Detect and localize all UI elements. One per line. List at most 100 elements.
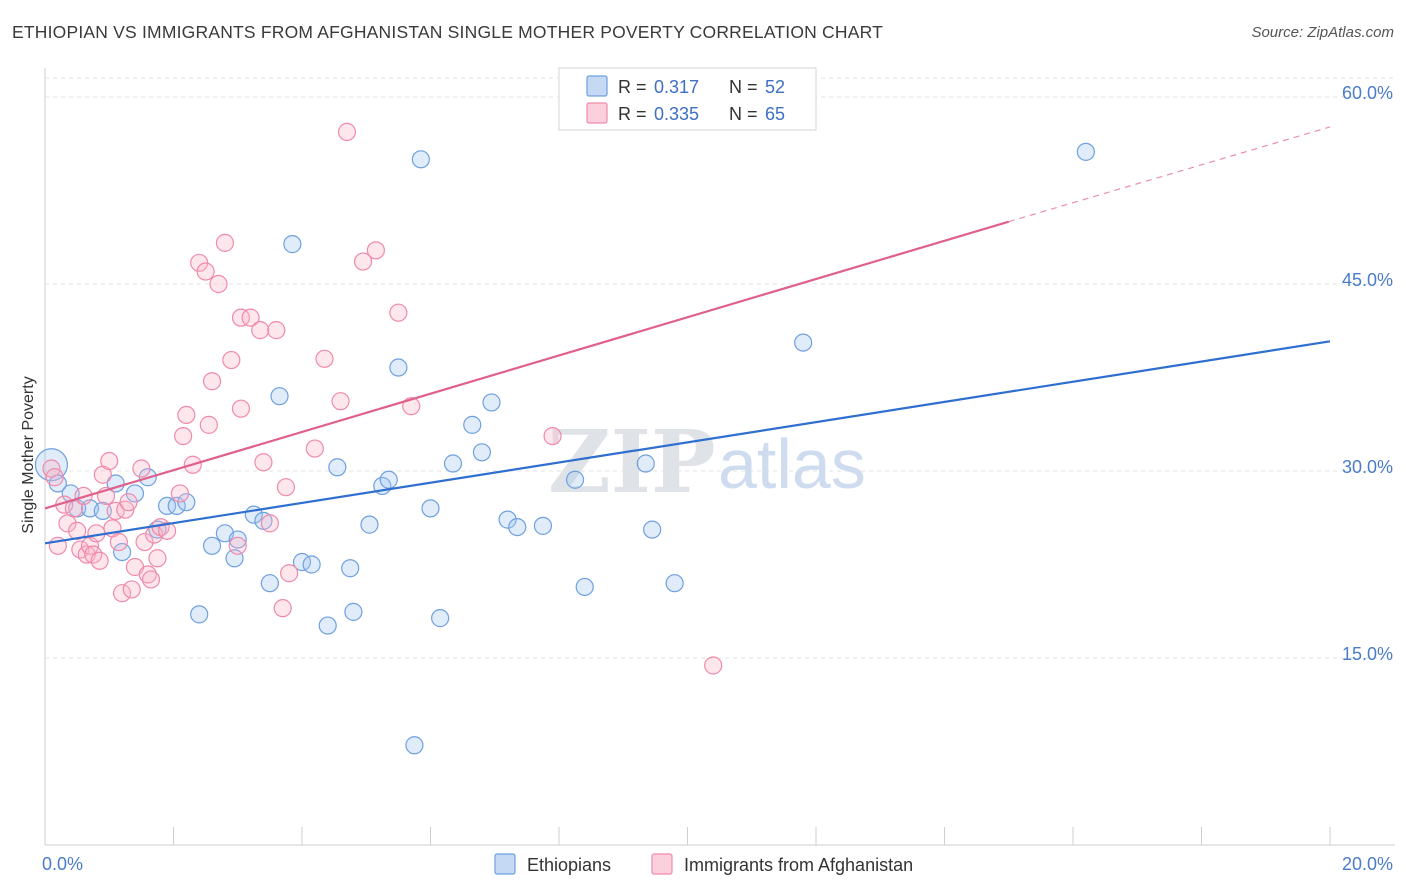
afghanistan-point bbox=[90, 551, 109, 570]
afghanistan-point bbox=[199, 415, 218, 434]
legend-r-label-afghanistan: R = bbox=[618, 104, 647, 124]
ethiopians-point bbox=[344, 602, 363, 621]
ethiopians-point bbox=[575, 577, 594, 597]
axis-layer: 15.0% 30.0% 45.0% 60.0% 0.0% 20.0% bbox=[42, 68, 1395, 874]
legend-r-label-ethiopians: R = bbox=[618, 77, 647, 97]
afghanistan-trend-line bbox=[44, 220, 1010, 510]
afghanistan-point bbox=[267, 321, 286, 340]
ethiopians-point bbox=[283, 235, 302, 254]
ethiopians-point bbox=[360, 515, 379, 534]
afghanistan-point bbox=[119, 493, 138, 512]
legend-n-label-ethiopians: N = bbox=[729, 77, 758, 97]
afghanistan-point bbox=[106, 501, 125, 520]
ethiopians-point bbox=[431, 609, 450, 628]
legend-n-value-ethiopians: 52 bbox=[765, 77, 785, 97]
ethiopians-point bbox=[482, 393, 501, 412]
afghanistan-point bbox=[222, 350, 241, 370]
afghanistan-point bbox=[331, 392, 350, 411]
ethiopians-point bbox=[636, 454, 655, 473]
ethiopians-point bbox=[190, 605, 209, 624]
ethiopians-point bbox=[533, 516, 553, 535]
legend-r-value-ethiopians: 0.317 bbox=[654, 77, 699, 97]
ethiopians-point bbox=[379, 470, 398, 489]
ethiopians-point bbox=[318, 616, 337, 635]
y-tick-label-60.0%: 60.0% bbox=[1342, 83, 1393, 103]
afghanistan-point bbox=[109, 532, 128, 552]
afghanistan-point bbox=[366, 241, 385, 260]
ethiopians-point bbox=[112, 542, 132, 562]
legend-swatch-afghanistan bbox=[586, 102, 608, 124]
ethiopians-point bbox=[463, 415, 482, 434]
ethiopians-point bbox=[302, 555, 321, 574]
legend-n-label-afghanistan: N = bbox=[729, 104, 758, 124]
ethiopians-point bbox=[794, 333, 813, 352]
legend-swatch-ethiopians bbox=[586, 75, 608, 97]
y-tick-label-30.0%: 30.0% bbox=[1342, 457, 1393, 477]
ethiopians-point bbox=[421, 499, 440, 518]
x-tick-label-0.0%: 0.0% bbox=[42, 854, 83, 874]
afghanistan-point bbox=[543, 426, 562, 446]
afghanistan-point bbox=[305, 439, 324, 458]
ethiopians-point bbox=[328, 458, 347, 477]
afghanistan-point bbox=[141, 570, 161, 589]
afghanistan-point bbox=[260, 514, 279, 533]
afghanistan-point bbox=[389, 303, 408, 322]
afghanistan-point bbox=[202, 372, 222, 391]
afghanistan-point bbox=[209, 274, 228, 294]
afghanistan-point bbox=[353, 252, 373, 271]
chart-title: ETHIOPIAN VS IMMIGRANTS FROM AFGHANISTAN… bbox=[12, 22, 884, 42]
ethiopians-point bbox=[1076, 142, 1095, 161]
ethiopians-point bbox=[565, 470, 585, 489]
bottom-legend-label-ethiopians: Ethiopians bbox=[527, 855, 611, 875]
afghanistan-point bbox=[170, 484, 190, 503]
afghanistan-point bbox=[148, 549, 167, 568]
ethiopians-point bbox=[443, 454, 463, 473]
bottom-legend: Ethiopians Immigrants from Afghanistan bbox=[494, 853, 913, 875]
ethiopians-point bbox=[405, 736, 424, 755]
ethiopians-point bbox=[643, 520, 662, 539]
afghanistan-point bbox=[100, 451, 119, 471]
bottom-legend-label-afghanistan: Immigrants from Afghanistan bbox=[684, 855, 913, 875]
afghanistan-point bbox=[138, 565, 157, 584]
x-tick-label-20.0%: 20.0% bbox=[1342, 854, 1393, 874]
afghanistan-point bbox=[58, 514, 77, 533]
bottom-legend-swatch-ethiopians bbox=[494, 853, 516, 875]
watermark-atlas: atlas bbox=[718, 425, 866, 503]
afghanistan-point bbox=[215, 233, 234, 252]
afghanistan-point bbox=[704, 656, 723, 675]
afghanistan-point bbox=[157, 521, 177, 540]
ethiopians-point bbox=[411, 150, 430, 169]
grid-layer bbox=[45, 77, 1395, 659]
afghanistan-point bbox=[402, 397, 421, 416]
ethiopians-point bbox=[389, 358, 408, 377]
afghanistan-point bbox=[315, 349, 334, 368]
afghanistan-point bbox=[251, 321, 270, 340]
afghanistan-point bbox=[135, 532, 154, 552]
afghanistan-point bbox=[337, 122, 357, 142]
afghanistan-point bbox=[276, 478, 296, 497]
afghanistan-point bbox=[280, 564, 299, 583]
points-layer bbox=[34, 122, 1095, 755]
trend-layer bbox=[44, 126, 1331, 545]
ethiopians-point bbox=[260, 574, 279, 593]
ethiopians-point bbox=[157, 496, 177, 516]
ethiopians-point bbox=[228, 530, 247, 549]
ethiopians-point bbox=[498, 510, 517, 529]
ethiopians-point bbox=[665, 574, 684, 593]
afghanistan-point bbox=[177, 405, 196, 424]
ethiopians-point bbox=[508, 517, 527, 537]
afghanistan-point bbox=[122, 580, 141, 599]
legend-r-value-afghanistan: 0.335 bbox=[654, 104, 699, 124]
y-tick-label-45.0%: 45.0% bbox=[1342, 270, 1393, 290]
ethiopians-point bbox=[93, 501, 112, 520]
afghanistan-point bbox=[112, 584, 132, 603]
afghanistan-point bbox=[273, 599, 292, 618]
watermark: ZIP atlas bbox=[548, 412, 866, 513]
afghanistan-trend-extension bbox=[1008, 126, 1331, 223]
watermark-zip: ZIP bbox=[548, 412, 716, 513]
y-axis-label: Single Mother Poverty bbox=[20, 376, 37, 533]
afghanistan-point bbox=[196, 262, 215, 281]
top-legend: R = 0.317 N = 52 R = 0.335 N = 65 bbox=[558, 67, 817, 131]
afghanistan-point bbox=[231, 308, 251, 327]
afghanistan-point bbox=[241, 308, 260, 327]
